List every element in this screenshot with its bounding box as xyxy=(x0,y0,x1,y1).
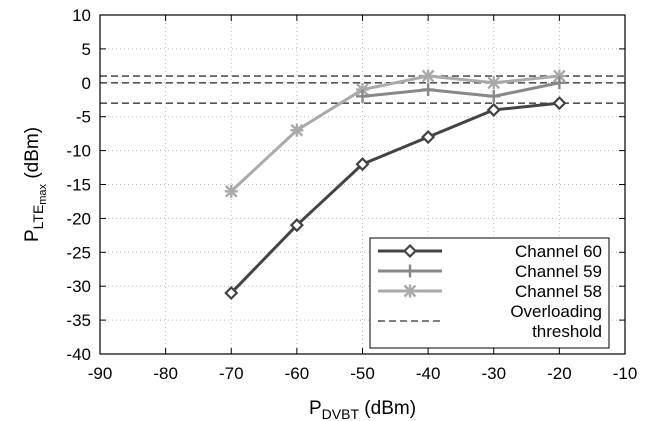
y-tick-label: -15 xyxy=(66,176,91,195)
series-channel-60 xyxy=(224,96,567,301)
data-point-channel-60 xyxy=(421,129,436,145)
y-tick-label: 10 xyxy=(72,6,91,25)
series-line-channel-58 xyxy=(230,74,560,193)
x-tick-label: -90 xyxy=(88,364,113,383)
y-axis-title-subsubscript: max xyxy=(37,183,49,204)
legend-entry-channel-60: Channel 60 xyxy=(378,242,602,261)
x-axis-title: PDVBT (dBm) xyxy=(309,398,416,421)
data-point-channel-59 xyxy=(356,89,369,103)
legend-entry-channel-58: Channel 58 xyxy=(378,282,602,301)
data-point-channel-58 xyxy=(487,76,501,90)
y-tick-label: -35 xyxy=(66,311,91,330)
legend-label-channel-60: Channel 60 xyxy=(515,242,602,261)
series-layer xyxy=(224,69,567,301)
data-point-channel-58 xyxy=(552,69,566,83)
x-tick-label: -80 xyxy=(153,364,178,383)
y-tick-label: -25 xyxy=(66,243,91,262)
x-tick-labels: -90 -80 -70 -60 -50 -40 -30 -20 -10 xyxy=(88,364,638,383)
data-point-channel-59 xyxy=(552,76,566,90)
y-tick-label: -5 xyxy=(76,108,91,127)
legend-label-threshold: Overloading xyxy=(510,302,602,321)
series-line-channel-59 xyxy=(362,81,560,98)
x-axis-title-suffix: (dBm) xyxy=(359,398,416,419)
x-tick-label: -70 xyxy=(219,364,244,383)
y-tick-label: -30 xyxy=(66,277,91,296)
data-point-channel-58 xyxy=(356,83,369,97)
data-point-channel-60 xyxy=(355,157,370,172)
data-point-channel-60 xyxy=(224,285,239,301)
y-axis-title-main: P xyxy=(22,229,43,242)
legend-marker-channel-60 xyxy=(402,243,418,259)
y-axis-title: PLTEmax (dBm) xyxy=(22,127,49,242)
data-point-channel-59 xyxy=(421,83,435,97)
data-point-channel-58 xyxy=(421,69,435,83)
x-tick-label: -10 xyxy=(613,364,638,383)
data-point-channel-58 xyxy=(224,184,238,198)
y-tick-label: -10 xyxy=(66,142,91,161)
x-axis-title-subscript: DVBT xyxy=(322,406,360,421)
x-axis-title-main: P xyxy=(309,398,322,419)
series-channel-58 xyxy=(224,69,566,198)
series-channel-59 xyxy=(356,76,566,103)
legend-marker-channel-59 xyxy=(403,264,417,278)
legend-marker-channel-58 xyxy=(403,284,417,298)
legend-entry-channel-59: Channel 59 xyxy=(378,262,602,281)
plot-frame xyxy=(99,14,626,355)
x-tick-label: -30 xyxy=(481,364,506,383)
data-point-channel-60 xyxy=(552,96,567,111)
x-tick-label: -50 xyxy=(350,364,375,383)
y-axis-title-suffix: (dBm) xyxy=(22,127,43,184)
y-tick-labels: -40 -35 -30 -25 -20 -15 -10 -5 0 5 10 xyxy=(66,6,91,364)
legend-label-channel-58: Channel 58 xyxy=(515,282,602,301)
legend-label-channel-59: Channel 59 xyxy=(515,262,602,281)
y-tick-label: -40 xyxy=(66,345,91,364)
legend-label-threshold: threshold xyxy=(532,322,602,341)
y-axis-title-subscript: LTE xyxy=(30,205,46,230)
y-tick-label: 0 xyxy=(82,74,91,93)
y-tick-label: -20 xyxy=(66,209,91,228)
series-line-channel-60 xyxy=(230,101,560,295)
x-tick-label: -20 xyxy=(547,364,572,383)
data-point-channel-58 xyxy=(290,123,304,137)
x-tick-label: -40 xyxy=(416,364,441,383)
x-tick-label: -60 xyxy=(285,364,310,383)
y-tick-label: 5 xyxy=(82,40,91,59)
data-point-channel-59 xyxy=(487,89,501,103)
data-point-channel-60 xyxy=(486,102,501,117)
data-point-channel-60 xyxy=(289,218,304,233)
